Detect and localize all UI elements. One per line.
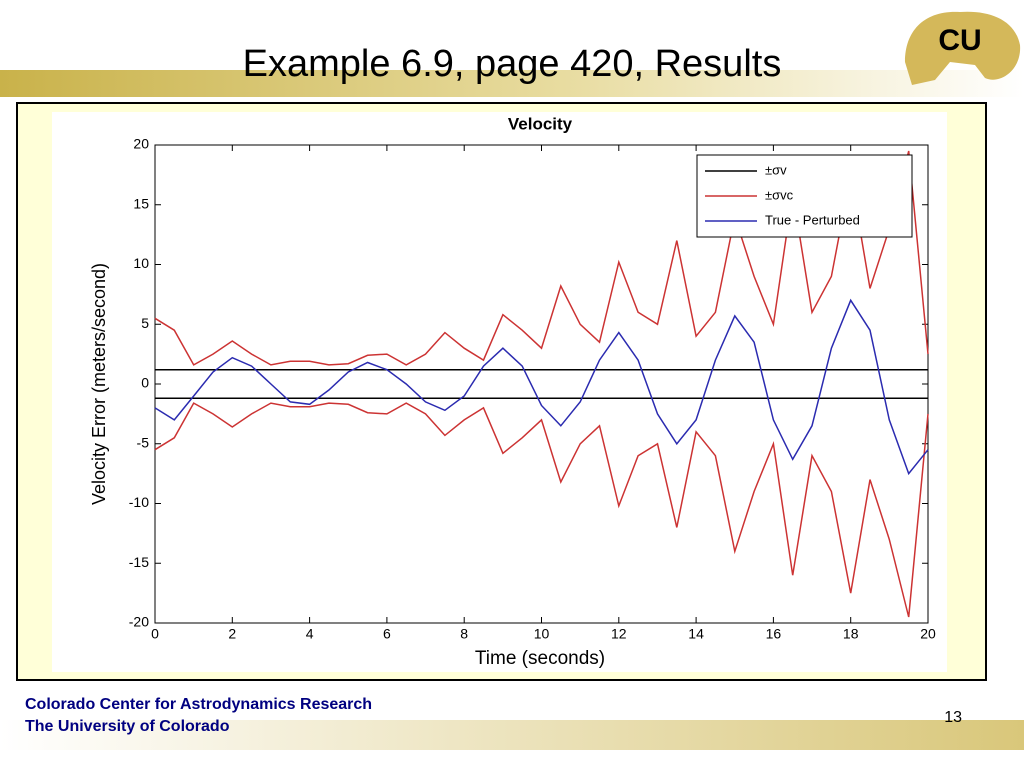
y-tick-label: 15 bbox=[133, 195, 149, 211]
y-tick-label: -20 bbox=[129, 614, 149, 630]
page-number: 13 bbox=[944, 709, 962, 726]
series-line-lower bbox=[154, 402, 929, 618]
y-tick-label: 5 bbox=[141, 315, 149, 331]
footer-bar bbox=[0, 720, 1024, 750]
x-axis-label: Time (seconds) bbox=[475, 648, 605, 669]
slide-title: Example 6.9, page 420, Results bbox=[243, 43, 782, 85]
footer-line: Colorado Center for Astrodynamics Resear… bbox=[25, 696, 372, 713]
y-tick-label: -15 bbox=[129, 554, 149, 570]
x-tick-label: 0 bbox=[151, 626, 159, 642]
x-tick-label: 6 bbox=[383, 626, 391, 642]
x-tick-label: 12 bbox=[611, 626, 627, 642]
y-tick-label: 20 bbox=[133, 136, 149, 152]
y-tick-label: 10 bbox=[133, 255, 149, 271]
logo bbox=[905, 11, 1021, 86]
legend-label: ±σv bbox=[765, 162, 787, 177]
x-tick-label: 14 bbox=[688, 626, 704, 642]
legend-label: True - Perturbed bbox=[765, 212, 860, 227]
y-tick-label: 0 bbox=[141, 375, 149, 391]
y-tick-label: -5 bbox=[137, 434, 150, 450]
y-axis-label: Velocity Error (meters/second) bbox=[89, 263, 109, 505]
legend-label: ±σvc bbox=[765, 187, 794, 202]
x-tick-label: 16 bbox=[766, 626, 782, 642]
title-bar bbox=[0, 70, 1024, 97]
chart-title: Velocity bbox=[508, 114, 573, 133]
x-tick-label: 2 bbox=[228, 626, 236, 642]
y-tick-label: -10 bbox=[129, 494, 149, 510]
x-tick-label: 10 bbox=[534, 626, 550, 642]
x-tick-label: 20 bbox=[920, 626, 936, 642]
x-tick-label: 18 bbox=[843, 626, 859, 642]
x-tick-label: 8 bbox=[460, 626, 468, 642]
logo-text: CU bbox=[938, 24, 981, 57]
footer-line: The University of Colorado bbox=[25, 718, 230, 735]
x-tick-label: 4 bbox=[306, 626, 314, 642]
series-line bbox=[154, 298, 929, 476]
